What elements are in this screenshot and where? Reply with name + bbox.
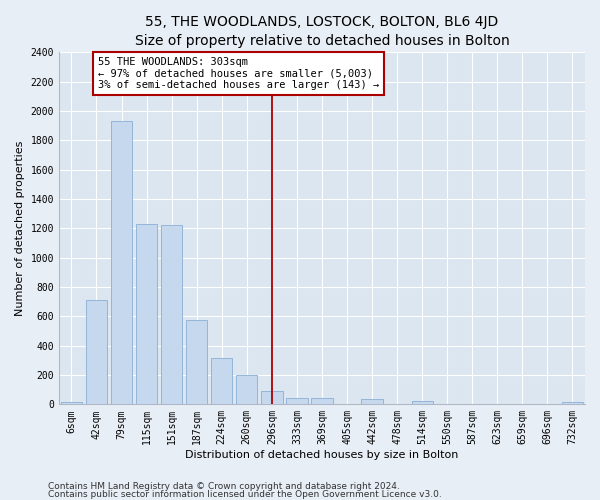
X-axis label: Distribution of detached houses by size in Bolton: Distribution of detached houses by size …	[185, 450, 458, 460]
Title: 55, THE WOODLANDS, LOSTOCK, BOLTON, BL6 4JD
Size of property relative to detache: 55, THE WOODLANDS, LOSTOCK, BOLTON, BL6 …	[134, 15, 509, 48]
Bar	[111, 120, 132, 405]
Text: 55 THE WOODLANDS: 303sqm
← 97% of detached houses are smaller (5,003)
3% of semi: 55 THE WOODLANDS: 303sqm ← 97% of detach…	[98, 57, 379, 90]
Bar	[562, 402, 583, 404]
Bar	[311, 398, 332, 404]
Bar	[61, 402, 82, 404]
Text: Contains HM Land Registry data © Crown copyright and database right 2024.: Contains HM Land Registry data © Crown c…	[48, 482, 400, 491]
Bar	[412, 402, 433, 404]
Bar	[161, 224, 182, 404]
Bar	[211, 358, 232, 405]
Bar	[286, 398, 308, 404]
Bar	[136, 224, 157, 404]
Bar	[86, 300, 107, 405]
Bar	[361, 399, 383, 404]
Bar	[236, 375, 257, 404]
Y-axis label: Number of detached properties: Number of detached properties	[15, 140, 25, 316]
Bar	[186, 320, 208, 404]
Bar	[261, 391, 283, 404]
Text: Contains public sector information licensed under the Open Government Licence v3: Contains public sector information licen…	[48, 490, 442, 499]
